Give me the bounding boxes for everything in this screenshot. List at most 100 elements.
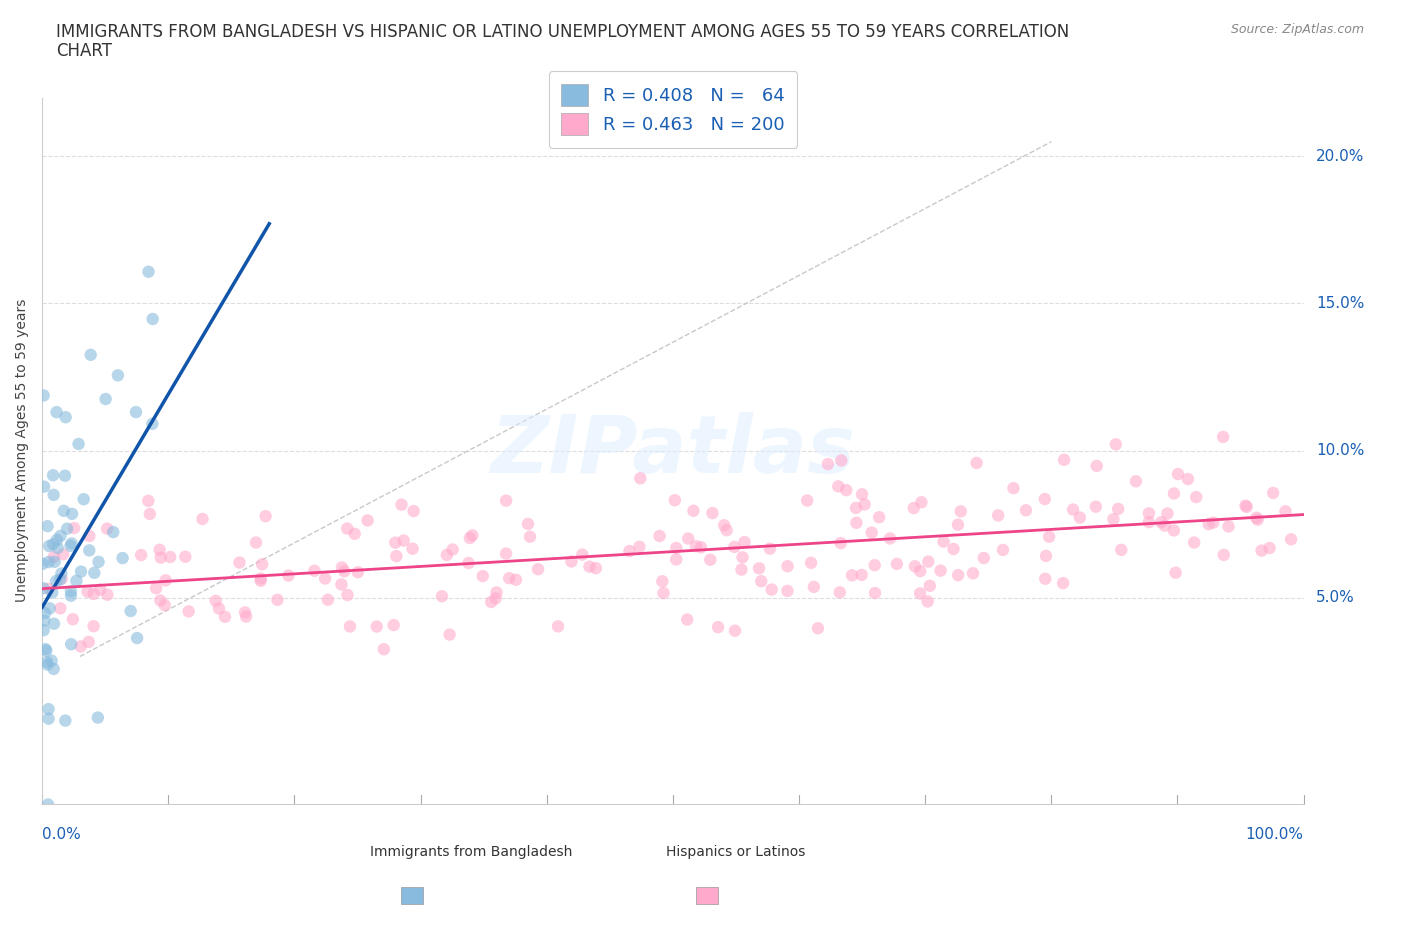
Point — [749, 574, 772, 589]
Point — [973, 551, 995, 565]
Point — [886, 556, 908, 571]
Point — [1198, 517, 1220, 532]
Point — [830, 453, 852, 468]
Point — [441, 542, 464, 557]
Point — [59, 584, 82, 599]
Point — [851, 487, 873, 502]
Point — [716, 523, 738, 538]
Text: 15.0%: 15.0% — [1316, 296, 1365, 311]
Point — [860, 525, 883, 540]
Point — [149, 542, 172, 557]
Point — [153, 598, 176, 613]
Point — [1212, 548, 1234, 563]
Point — [382, 618, 405, 632]
Point — [80, 348, 103, 363]
Point — [517, 516, 540, 531]
Point — [665, 552, 688, 567]
Point — [277, 568, 299, 583]
Point — [37, 797, 59, 812]
Point — [401, 541, 423, 556]
Point — [949, 504, 972, 519]
Point — [60, 536, 83, 551]
Point — [1033, 571, 1056, 586]
Point — [42, 550, 65, 565]
Point — [32, 479, 55, 494]
Point — [863, 558, 886, 573]
Point — [42, 617, 65, 631]
Point — [385, 549, 408, 564]
Point — [87, 554, 110, 569]
Point — [69, 639, 91, 654]
Point — [139, 507, 162, 522]
Point — [1035, 549, 1057, 564]
Point — [651, 574, 673, 589]
Point — [35, 655, 58, 670]
Point — [748, 561, 770, 576]
Point — [96, 521, 118, 536]
Point — [946, 517, 969, 532]
Point — [519, 529, 541, 544]
Point — [204, 593, 226, 608]
Point — [384, 536, 406, 551]
Point — [49, 601, 72, 616]
Point — [356, 513, 378, 528]
Point — [439, 627, 461, 642]
Point — [1263, 485, 1285, 500]
Text: Immigrants from Bangladesh: Immigrants from Bangladesh — [370, 844, 572, 858]
Point — [585, 561, 607, 576]
Point — [1084, 499, 1107, 514]
Point — [628, 539, 651, 554]
Point — [42, 468, 65, 483]
Point — [1150, 515, 1173, 530]
Point — [828, 585, 851, 600]
Point — [803, 579, 825, 594]
Point — [917, 594, 939, 609]
Point — [38, 811, 60, 826]
Point — [32, 388, 55, 403]
Point — [249, 573, 271, 588]
Point — [49, 572, 72, 587]
Point — [34, 642, 56, 657]
Point — [1125, 474, 1147, 489]
Point — [1053, 452, 1076, 467]
Point — [1105, 437, 1128, 452]
Point — [314, 571, 336, 586]
Point — [34, 613, 56, 628]
Point — [1185, 489, 1208, 504]
Point — [690, 539, 713, 554]
Point — [266, 592, 288, 607]
Text: IMMIGRANTS FROM BANGLADESH VS HISPANIC OR LATINO UNEMPLOYMENT AMONG AGES 55 TO 5: IMMIGRANTS FROM BANGLADESH VS HISPANIC O… — [56, 23, 1070, 41]
Point — [46, 540, 69, 555]
Point — [77, 543, 100, 558]
Point — [699, 552, 721, 567]
Point — [70, 565, 93, 579]
Point — [330, 560, 353, 575]
Point — [42, 661, 65, 676]
Point — [800, 555, 823, 570]
Text: 100.0%: 100.0% — [1246, 827, 1303, 842]
Point — [471, 568, 494, 583]
Point — [38, 554, 60, 569]
Text: Hispanics or Latinos: Hispanics or Latinos — [666, 844, 806, 858]
Point — [42, 487, 65, 502]
Point — [1164, 565, 1187, 580]
Point — [457, 555, 479, 570]
Point — [373, 642, 395, 657]
Point — [60, 637, 83, 652]
Point — [159, 550, 181, 565]
Point — [1069, 511, 1091, 525]
Point — [908, 564, 931, 578]
Point — [120, 604, 142, 618]
Point — [430, 589, 453, 604]
Point — [485, 585, 508, 600]
Point — [235, 609, 257, 624]
Point — [155, 573, 177, 588]
Point — [731, 550, 754, 565]
Point — [333, 564, 356, 578]
Point — [111, 551, 134, 565]
Point — [682, 503, 704, 518]
Point — [136, 494, 159, 509]
Point — [991, 542, 1014, 557]
Point — [685, 538, 707, 553]
Point — [339, 619, 361, 634]
